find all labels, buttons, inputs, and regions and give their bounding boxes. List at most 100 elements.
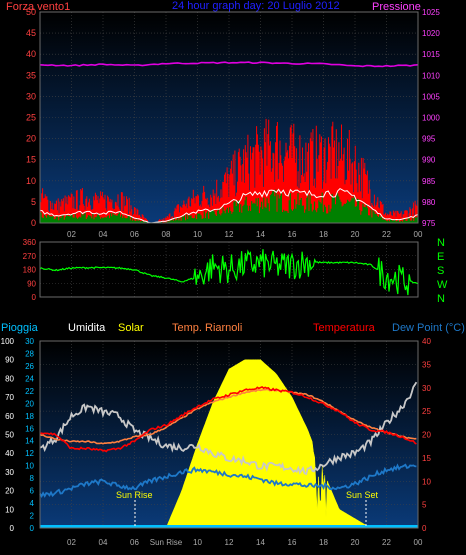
- compass-label: W: [437, 279, 448, 291]
- top-right-tick: 985: [422, 177, 436, 186]
- top-x-tick: 22: [382, 230, 391, 239]
- top-left-tick: 5: [31, 197, 36, 207]
- rain-tick: 8: [30, 474, 35, 483]
- bottom-x-tick: 00: [414, 538, 423, 547]
- pressure-series: [39, 61, 419, 68]
- direction-tick: 180: [23, 266, 37, 275]
- rain-tick: 12: [25, 449, 34, 458]
- rain-label: Pioggia: [1, 322, 39, 334]
- top-x-tick: 00: [414, 230, 423, 239]
- top-x-tick: 06: [130, 230, 139, 239]
- rain-tick: 6: [30, 487, 35, 496]
- bottom-x-tick: 22: [382, 538, 391, 547]
- rain-tick: 0: [30, 524, 35, 533]
- bottom-x-tick: 12: [225, 538, 234, 547]
- top-right-tick: 1025: [422, 8, 440, 17]
- rain-tick: 26: [25, 362, 34, 371]
- top-left-label: Forza vento1: [6, 1, 70, 13]
- rain-tick: 16: [25, 424, 34, 433]
- temperature-tick: 30: [422, 384, 431, 393]
- wind-speed-series: [39, 187, 419, 224]
- chart-title: 24 hour graph day: 20 Luglio 2012: [172, 0, 340, 12]
- temperature-tick: 5: [422, 501, 427, 510]
- direction-tick: 90: [27, 279, 36, 288]
- top-left-tick: 0: [31, 218, 36, 228]
- top-left-tick: 10: [26, 176, 36, 186]
- humidity-tick: 0: [10, 524, 15, 533]
- rain-tick: 28: [25, 349, 34, 358]
- temperature-series: [39, 385, 417, 453]
- rain-tick: 4: [30, 499, 35, 508]
- humidity-label: Umidita: [68, 322, 106, 334]
- temperature-tick: 20: [422, 431, 431, 440]
- humidity-tick: 60: [5, 412, 14, 421]
- top-x-tick: 08: [162, 230, 171, 239]
- rain-tick: 14: [25, 437, 34, 446]
- top-x-tick: 16: [288, 230, 297, 239]
- top-right-tick: 975: [422, 219, 436, 228]
- bottom-x-tick: 14: [256, 538, 265, 547]
- top-left-tick: 15: [26, 155, 36, 165]
- top-x-tick: 20: [351, 230, 360, 239]
- direction-tick: 0: [32, 293, 37, 302]
- top-x-tick: 04: [99, 230, 108, 239]
- rain-tick: 18: [25, 412, 34, 421]
- solar-label: Solar: [118, 322, 144, 334]
- top-right-tick: 990: [422, 156, 436, 165]
- soil-temp-series: [39, 388, 417, 445]
- direction-tick: 360: [23, 238, 37, 247]
- temperature-tick: 10: [422, 477, 431, 486]
- top-right-tick: 980: [422, 198, 436, 207]
- top-right-tick: 1020: [422, 29, 440, 38]
- top-left-tick: 20: [26, 134, 36, 144]
- compass-label: E: [437, 251, 444, 263]
- humidity-tick: 90: [5, 356, 14, 365]
- top-x-tick: 14: [256, 230, 265, 239]
- wind-direction-series: [39, 249, 419, 296]
- humidity-tick: 70: [5, 393, 14, 402]
- bottom-x-tick: 18: [319, 538, 328, 547]
- humidity-tick: 30: [5, 468, 14, 477]
- compass-label: S: [437, 265, 444, 277]
- top-x-tick: 02: [67, 230, 76, 239]
- temperature-tick: 40: [422, 337, 431, 346]
- top-x-tick: 12: [225, 230, 234, 239]
- top-left-tick: 40: [26, 49, 36, 59]
- bottom-x-tick: 20: [351, 538, 360, 547]
- temperature-tick: 15: [422, 454, 431, 463]
- sun-set-marker: Sun Set: [346, 490, 379, 500]
- top-right-tick: 1000: [422, 114, 440, 123]
- top-left-tick: 35: [26, 70, 36, 80]
- top-right-tick: 1010: [422, 71, 440, 80]
- top-left-tick: 50: [26, 7, 36, 17]
- humidity-tick: 10: [5, 505, 14, 514]
- top-right-tick: 1005: [422, 92, 440, 101]
- rain-tick: 30: [25, 337, 34, 346]
- humidity-tick: 50: [5, 431, 14, 440]
- humidity-tick: 40: [5, 449, 14, 458]
- bottom-x-tick: 02: [67, 538, 76, 547]
- humidity-tick: 100: [1, 337, 15, 346]
- rain-tick: 20: [25, 399, 34, 408]
- top-x-tick: 18: [319, 230, 328, 239]
- humidity-tick: 20: [5, 487, 14, 496]
- direction-tick: 270: [23, 252, 37, 261]
- top-x-tick: 10: [193, 230, 202, 239]
- temperature-label: Temperatura: [313, 322, 376, 334]
- bottom-x-tick: 16: [288, 538, 297, 547]
- top-left-tick: 45: [26, 28, 36, 38]
- top-right-tick: 1015: [422, 50, 440, 59]
- temperature-tick: 25: [422, 407, 431, 416]
- rain-tick: 2: [30, 512, 35, 521]
- compass-label: N: [437, 237, 445, 249]
- bottom-x-tick: Sun Rise: [150, 538, 183, 547]
- humidity-tick: 80: [5, 374, 14, 383]
- temperature-tick: 35: [422, 360, 431, 369]
- top-left-tick: 25: [26, 113, 36, 123]
- humidity-series: [39, 381, 418, 476]
- bottom-x-tick: 10: [193, 538, 202, 547]
- temperature-tick: 0: [422, 524, 427, 533]
- sun-rise-marker: Sun Rise: [116, 490, 153, 500]
